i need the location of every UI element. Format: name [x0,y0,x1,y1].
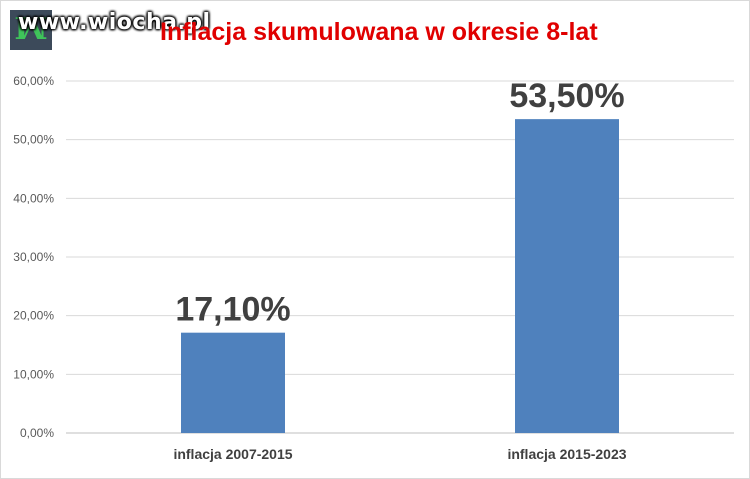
y-tick-label: 30,00% [13,250,54,264]
data-label: 53,50% [509,77,624,115]
y-tick-label: 10,00% [13,367,54,381]
bar [181,332,285,433]
y-tick-label: 50,00% [13,133,54,147]
y-axis-ticks: 0,00% 10,00% 20,00% 30,00% 40,00% 50,00% 60,00… [13,74,54,440]
y-tick-label: 60,00% [13,74,54,88]
y-tick-label: 40,00% [13,191,54,205]
bars [181,119,619,433]
data-labels: 17,10% 53,50% [175,77,624,329]
watermark: www.wiocha.pl [18,10,211,35]
category-labels: inflacja 2007-2015 inflacja 2015-2023 [173,446,626,462]
category-label: inflacja 2015-2023 [507,446,626,462]
data-label: 17,10% [175,291,290,329]
logo: ꟽ [10,10,52,50]
bar [515,119,619,433]
gridlines [66,80,734,434]
logo-icon: ꟽ [14,12,48,47]
category-label: inflacja 2007-2015 [173,446,292,462]
y-tick-label: 20,00% [13,309,54,323]
y-tick-label: 0,00% [20,426,54,440]
chart-title: Inflacja skumulowana w okresie 8-lat [160,18,598,46]
